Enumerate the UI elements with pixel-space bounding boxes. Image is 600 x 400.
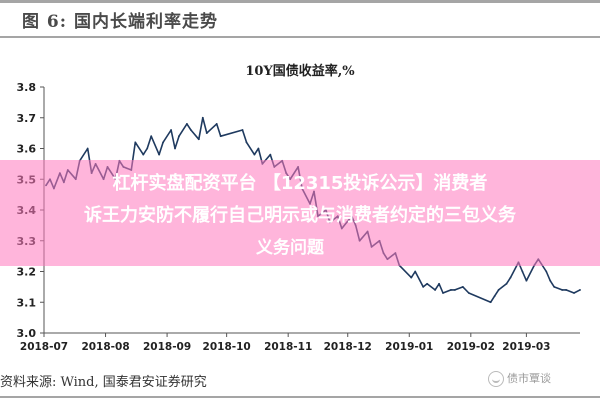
- data-point: [461, 285, 464, 288]
- overlay-line-1: 杠杆实盘配资平台 【12315投诉公示】消费者: [112, 173, 488, 194]
- data-point: [241, 129, 244, 131]
- data-point: [146, 147, 149, 150]
- data-point: [201, 116, 204, 119]
- data-point: [215, 123, 218, 125]
- y-tick-label: 3.0: [17, 327, 37, 340]
- data-point: [545, 270, 548, 273]
- data-point: [497, 289, 500, 291]
- y-tick-label: 3.7: [17, 112, 37, 125]
- overlay-banner: 杠杆实盘配资平台 【12315投诉公示】消费者 诉王力安防不履行自己明示或与消费…: [0, 160, 600, 266]
- figure-title-rule: [0, 36, 600, 38]
- data-point: [253, 153, 256, 156]
- bottom-rule: [0, 396, 600, 398]
- x-tick-label: 2018-09: [143, 341, 191, 353]
- data-point: [142, 153, 145, 156]
- data-point: [573, 292, 575, 294]
- source-note: 资料来源: Wind, 国泰君安证券研究: [0, 375, 207, 390]
- data-point: [450, 289, 452, 291]
- y-tick-label: 3.6: [17, 143, 37, 156]
- data-point: [561, 289, 564, 291]
- data-point: [205, 132, 208, 135]
- data-point: [434, 289, 436, 291]
- data-point: [190, 129, 192, 131]
- data-point: [245, 141, 248, 144]
- overlay-line-2: 诉王力安防不履行自己明示或与消费者约定的三包义务: [84, 205, 516, 226]
- data-point: [257, 147, 260, 150]
- y-tick-label: 3.1: [17, 296, 37, 309]
- data-point: [521, 270, 524, 273]
- data-point: [186, 123, 188, 125]
- data-point: [162, 141, 165, 144]
- data-point: [509, 276, 512, 279]
- data-point: [438, 282, 440, 285]
- data-point: [174, 147, 176, 150]
- data-point: [269, 153, 272, 156]
- data-point: [579, 289, 581, 291]
- data-point: [134, 141, 137, 144]
- data-point: [467, 292, 470, 294]
- chat-bubble-icon: [488, 371, 504, 387]
- x-tick-label: 2018-08: [81, 341, 129, 353]
- y-tick-label: 3.2: [17, 266, 37, 279]
- data-point: [553, 285, 556, 288]
- x-tick-label: 2019-03: [502, 341, 550, 353]
- x-tick-label: 2019-02: [447, 341, 495, 353]
- figure-title: 图 6: 国内长端利率走势: [22, 12, 218, 32]
- data-point: [219, 135, 222, 138]
- top-rule: [0, 0, 600, 3]
- data-point: [549, 279, 552, 282]
- data-point: [493, 295, 496, 297]
- data-point: [426, 282, 429, 285]
- data-point: [565, 289, 568, 291]
- data-point: [178, 135, 180, 138]
- watermark: 债市覃谈: [488, 370, 551, 387]
- data-point: [489, 301, 492, 304]
- data-point: [158, 153, 161, 156]
- data-point: [150, 135, 153, 138]
- x-tick-label: 2019-01: [385, 341, 433, 353]
- data-point: [422, 285, 425, 288]
- watermark-text: 债市覃谈: [507, 372, 551, 385]
- x-tick-label: 2018-12: [324, 341, 372, 353]
- overlay-line-3: 义务问题: [256, 238, 324, 258]
- data-point: [414, 270, 417, 273]
- data-point: [505, 282, 508, 285]
- data-point: [525, 279, 528, 282]
- data-point: [86, 147, 89, 150]
- x-tick-label: 2018-07: [20, 341, 68, 353]
- x-tick-label: 2018-10: [203, 341, 251, 353]
- data-point: [410, 276, 413, 279]
- data-point: [197, 138, 200, 141]
- chart-title: 10Y国债收益率,%: [245, 64, 355, 79]
- x-tick-label: 2018-11: [264, 341, 312, 353]
- data-point: [454, 289, 456, 291]
- data-point: [170, 129, 172, 131]
- data-point: [442, 292, 444, 294]
- y-tick-label: 3.8: [17, 81, 37, 94]
